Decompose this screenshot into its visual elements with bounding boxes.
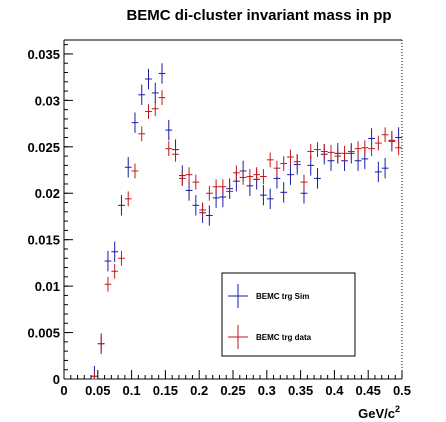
data-point	[145, 68, 152, 90]
data-point	[151, 82, 159, 104]
y-tick-label: 0.03	[35, 93, 60, 108]
chart-title: BEMC di-cluster invariant mass in pp	[126, 7, 391, 24]
data-point	[354, 141, 362, 157]
data-point	[138, 84, 146, 106]
data-point	[158, 63, 166, 84]
data-point	[368, 141, 375, 157]
data-point	[165, 141, 173, 157]
data-point	[185, 167, 193, 183]
data-point	[219, 179, 227, 195]
y-tick-label: 0.01	[35, 279, 60, 294]
data-point	[124, 157, 132, 178]
data-point	[151, 101, 159, 117]
x-tick-label: 0.15	[153, 383, 178, 398]
data-point	[233, 165, 240, 181]
data-point	[118, 195, 125, 216]
x-tick-label: 0.1	[123, 383, 141, 398]
data-point	[185, 180, 193, 201]
data-point	[347, 144, 355, 159]
data-point	[124, 191, 132, 207]
data-point	[266, 152, 274, 168]
data-point	[226, 183, 233, 199]
data-point	[118, 250, 125, 266]
data-point	[260, 169, 267, 184]
x-tick-label: 0.3	[258, 383, 276, 398]
x-tick-label: 0.5	[393, 383, 411, 398]
x-tick-label: 0.4	[325, 383, 344, 398]
x-axis-label-text: GeV/c	[358, 406, 395, 421]
data-point	[253, 167, 261, 183]
data-point	[374, 161, 382, 183]
data-point	[334, 148, 342, 164]
x-tick-label: 0.25	[220, 383, 245, 398]
data-point	[327, 144, 335, 160]
legend-label: BEMC trg Sim	[256, 292, 309, 301]
data-point	[395, 140, 402, 156]
data-point	[172, 146, 179, 162]
data-point	[381, 157, 389, 179]
x-tick-label: 0.2	[190, 383, 208, 398]
y-tick-label: 0.025	[27, 140, 60, 155]
x-tick-label: 0.35	[288, 383, 313, 398]
data-point	[314, 142, 321, 158]
data-point	[374, 135, 382, 151]
data-point	[97, 336, 105, 352]
y-tick-label: 0	[53, 372, 60, 387]
data-point	[138, 126, 146, 142]
series-data	[91, 90, 402, 380]
legend-label: BEMC trg data	[256, 333, 312, 342]
data-point	[361, 140, 369, 156]
data-point	[199, 202, 206, 218]
data-point	[192, 195, 200, 216]
y-tick-label: 0.005	[27, 326, 60, 341]
data-point	[158, 90, 166, 106]
data-point	[260, 184, 267, 206]
data-point	[165, 119, 173, 141]
data-point	[178, 170, 186, 186]
data-point	[205, 205, 213, 226]
y-tick-label: 0.02	[35, 186, 60, 201]
data-point	[104, 276, 112, 292]
data-point	[320, 144, 328, 159]
x-axis-label: GeV/c2	[358, 404, 400, 421]
data-point	[280, 182, 288, 203]
x-tick-label: 0.45	[356, 383, 381, 398]
x-axis: 0 0.05 0.1 0.15 0.2 0.25 0.3 0.35 0.4 0.45 0.5	[60, 370, 411, 398]
x-axis-label-superscript: 2	[395, 404, 400, 414]
data-point	[293, 154, 301, 170]
x-tick-label: 0.05	[85, 383, 110, 398]
data-point	[266, 188, 274, 210]
data-point	[104, 250, 112, 272]
data-point	[287, 164, 294, 185]
data-point	[239, 170, 247, 185]
y-tick-label: 0.035	[27, 47, 60, 62]
y-axis: 0 0.005 0.01 0.015 0.02 0.025 0.03 0.035	[27, 44, 73, 387]
series-layer	[91, 63, 402, 380]
data-point	[111, 241, 119, 262]
data-point	[273, 160, 281, 176]
data-point	[388, 132, 396, 148]
y-tick-label: 0.015	[27, 233, 60, 248]
data-point	[287, 149, 294, 165]
data-point	[212, 179, 220, 195]
data-point	[381, 127, 389, 143]
data-point	[280, 156, 288, 171]
data-point	[145, 104, 152, 119]
legend: BEMC trg Sim BEMC trg data	[221, 272, 356, 357]
legend-box	[221, 272, 356, 357]
data-point	[314, 168, 321, 189]
data-point	[192, 174, 200, 190]
data-point	[91, 371, 98, 380]
data-point	[307, 144, 315, 159]
x-tick-label: 0	[60, 383, 67, 398]
data-point	[131, 112, 139, 133]
data-point	[300, 174, 308, 190]
data-point	[111, 263, 119, 279]
data-point	[131, 163, 139, 179]
data-point	[246, 169, 254, 184]
data-point	[341, 145, 348, 161]
data-point	[205, 185, 213, 201]
